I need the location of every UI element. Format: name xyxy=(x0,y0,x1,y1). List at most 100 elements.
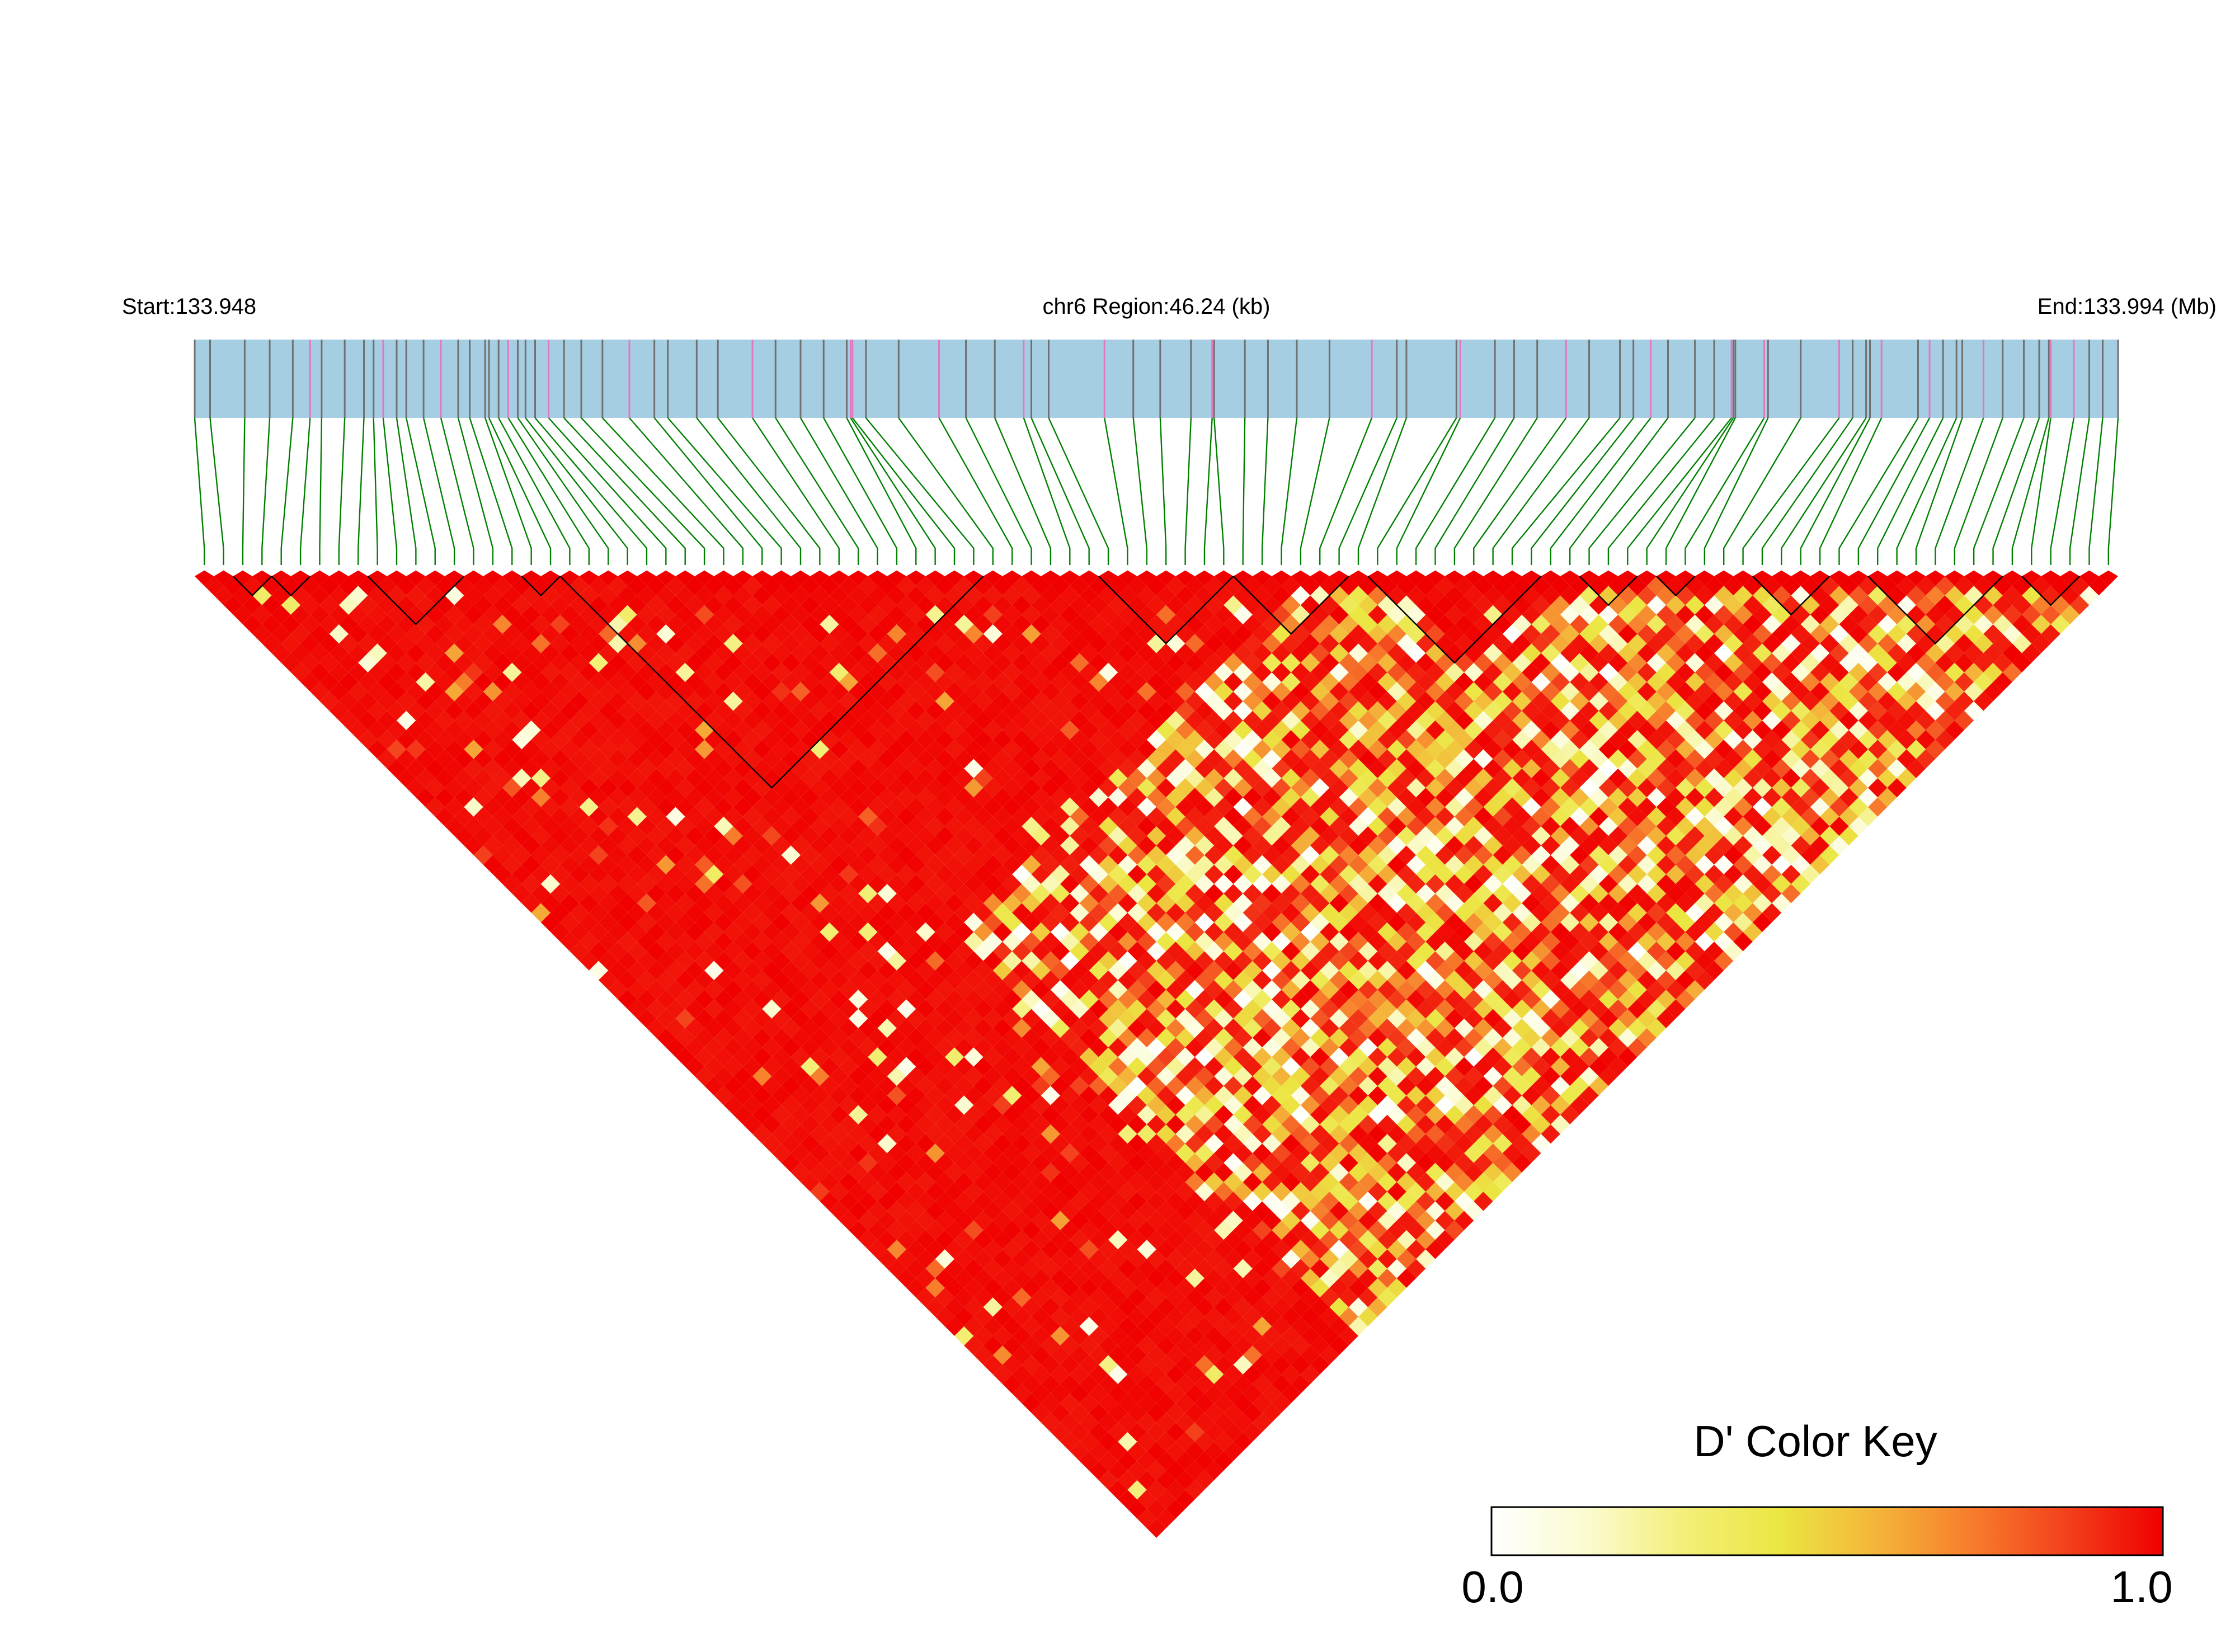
ld-cell xyxy=(377,614,397,634)
ld-cell xyxy=(887,682,907,702)
ld-cell xyxy=(1281,807,1301,826)
ld-cell xyxy=(1444,1143,1465,1163)
ld-cell xyxy=(1127,749,1147,769)
ld-cell xyxy=(954,653,974,672)
ld-cell xyxy=(1089,1403,1109,1423)
ld-cell xyxy=(935,1211,955,1230)
ld-cell xyxy=(829,1066,849,1086)
ld-cell xyxy=(1406,855,1426,874)
ld-cell xyxy=(531,653,551,672)
ld-cell xyxy=(646,884,666,903)
snp-connector-line xyxy=(382,417,398,565)
ld-cell xyxy=(483,662,503,683)
ld-cell xyxy=(1050,1230,1070,1250)
ld-cell xyxy=(1560,778,1580,798)
ld-cell xyxy=(1070,864,1089,884)
ld-cell xyxy=(1800,672,1820,692)
ld-cell xyxy=(387,605,407,624)
ld-cell xyxy=(992,884,1013,903)
ld-cell xyxy=(444,586,464,605)
ld-cell xyxy=(1666,999,1686,1019)
ld-cell xyxy=(531,788,551,807)
ld-cell xyxy=(1320,1095,1339,1115)
ld-cell xyxy=(1320,1134,1339,1154)
snp-connector-line xyxy=(696,417,802,565)
ld-cell xyxy=(1070,942,1089,961)
ld-cell xyxy=(973,788,993,807)
ld-cell xyxy=(368,740,387,759)
ld-cell xyxy=(1204,710,1224,731)
ld-cell xyxy=(454,634,474,653)
ld-cell xyxy=(589,826,609,846)
ld-cell xyxy=(887,970,907,990)
ld-cell xyxy=(444,605,464,624)
ld-cell xyxy=(492,614,512,634)
ld-cell xyxy=(1483,874,1503,894)
ld-cell xyxy=(1522,605,1541,624)
ld-cell xyxy=(368,720,387,740)
ld-cell xyxy=(829,797,849,817)
ld-cell xyxy=(550,691,570,711)
ld-cell xyxy=(1598,874,1618,894)
ld-cell xyxy=(868,836,887,855)
ld-cell xyxy=(319,691,339,711)
snp-connector-line xyxy=(440,417,474,565)
ld-cell xyxy=(1127,1268,1147,1288)
ld-cell xyxy=(810,893,830,913)
ld-cell xyxy=(829,662,849,683)
ld-cell xyxy=(810,605,830,624)
ld-cell xyxy=(627,807,647,826)
ld-cell xyxy=(1127,1249,1147,1269)
ld-cell xyxy=(848,874,868,894)
ld-cell xyxy=(492,768,512,788)
ld-cell xyxy=(675,932,695,952)
ld-cell xyxy=(1358,942,1378,961)
ld-cell xyxy=(1012,691,1032,711)
ld-cell xyxy=(589,730,609,750)
ld-cell xyxy=(733,893,753,913)
ld-cell xyxy=(1050,595,1070,615)
ld-cell xyxy=(1050,922,1070,942)
ld-cell xyxy=(1243,1134,1263,1154)
ld-heatmap xyxy=(195,570,2118,1538)
snp-connector-line xyxy=(469,417,513,565)
ld-cell xyxy=(1560,932,1580,952)
ld-cell xyxy=(1070,730,1089,750)
ld-cell xyxy=(319,595,339,615)
ld-cell xyxy=(1243,826,1263,846)
ld-cell xyxy=(848,586,868,605)
snp-connector-line xyxy=(653,417,763,565)
ld-cell xyxy=(1031,1383,1051,1404)
ld-cell xyxy=(1050,1326,1070,1346)
ld-cell xyxy=(1204,768,1224,788)
ld-cell xyxy=(694,720,714,740)
ld-cell xyxy=(829,1047,849,1067)
ld-cell xyxy=(992,961,1013,980)
ld-cell xyxy=(396,710,416,731)
ld-cell xyxy=(502,701,522,721)
ld-cell xyxy=(1560,816,1580,836)
ld-cell xyxy=(973,807,993,826)
ld-cell xyxy=(887,1182,907,1202)
ld-cell xyxy=(1031,1268,1051,1288)
snp-connector-line xyxy=(1159,417,1167,565)
ld-cell xyxy=(646,980,666,1000)
ld-cell xyxy=(1012,634,1032,653)
ld-cell xyxy=(829,855,849,874)
ld-cell xyxy=(1358,1172,1378,1192)
ld-cell xyxy=(1031,1403,1051,1423)
ld-cell xyxy=(349,682,368,702)
ld-cell xyxy=(416,634,435,653)
ld-cell xyxy=(1050,864,1070,884)
snp-connector-line xyxy=(1261,417,1269,565)
ld-cell xyxy=(694,624,714,644)
ld-cell xyxy=(1012,1095,1032,1115)
ld-cell xyxy=(1204,903,1224,923)
ld-cell xyxy=(473,595,493,615)
ld-cell xyxy=(1050,1134,1070,1154)
ld-cell xyxy=(752,778,772,798)
ld-cell xyxy=(1089,1114,1109,1135)
ld-cell xyxy=(1762,710,1782,731)
ld-cell xyxy=(992,980,1013,1000)
ld-cell xyxy=(935,1038,955,1057)
